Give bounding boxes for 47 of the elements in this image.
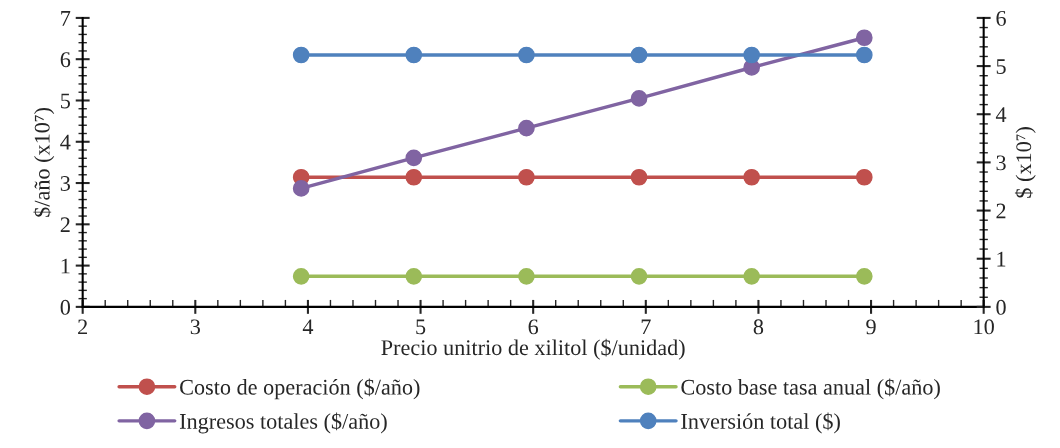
y2-tick-label: 4 [995,107,1007,122]
x-tick-label: 6 [528,319,539,335]
y-tick-label: 4 [60,134,71,150]
point [518,119,535,137]
x-tick-label: 2 [78,319,88,335]
point [743,168,761,186]
y2-tick-label: 2 [996,203,1006,219]
point [518,168,535,186]
point [630,267,648,285]
x-tick-label: 4 [302,319,314,335]
point [518,267,535,285]
point [405,149,423,167]
y-axis-title: $/año (x10⁷) [33,107,55,217]
point [630,168,648,186]
x-tick-label: 8 [753,319,764,335]
point [292,180,310,197]
point [292,267,310,285]
y2-axis-title: $ (x10⁷) [1014,127,1036,198]
x-tick-label: 7 [641,319,651,335]
legend-label: Costo de operación ($/año) [180,378,420,400]
y2-tick-label: 1 [997,251,1006,267]
point [405,168,423,186]
legend-label: Inversión total ($) [681,412,840,434]
point [743,267,761,285]
legend-label: Costo base tasa anual ($/año) [681,378,940,400]
x-axis-title: Precio unitrio de xilitol ($/unidad) [381,338,685,360]
y2-tick-label: 3 [996,155,1006,171]
y-tick-label: 1 [61,258,70,274]
point [855,29,873,47]
y-tick-label: 3 [60,176,71,191]
point [855,168,873,186]
x-tick-label: 10 [974,319,994,335]
x-tick-label: 9 [866,319,876,335]
legend-label: Ingresos totales ($/año) [179,412,387,434]
x-tick-label: 5 [416,319,426,335]
x-tick-label: 3 [190,319,200,335]
point [405,267,423,285]
y2-tick-label: 5 [996,59,1006,75]
y-tick-label: 0 [60,299,71,315]
y2-tick-label: 0 [996,299,1006,315]
y-tick-label: 2 [60,217,70,233]
y-tick-label: 6 [60,52,71,68]
point [630,90,648,107]
y2-tick-label: 6 [996,10,1006,26]
y-tick-label: 7 [61,11,71,26]
y-tick-label: 5 [61,93,71,109]
point [855,267,873,285]
